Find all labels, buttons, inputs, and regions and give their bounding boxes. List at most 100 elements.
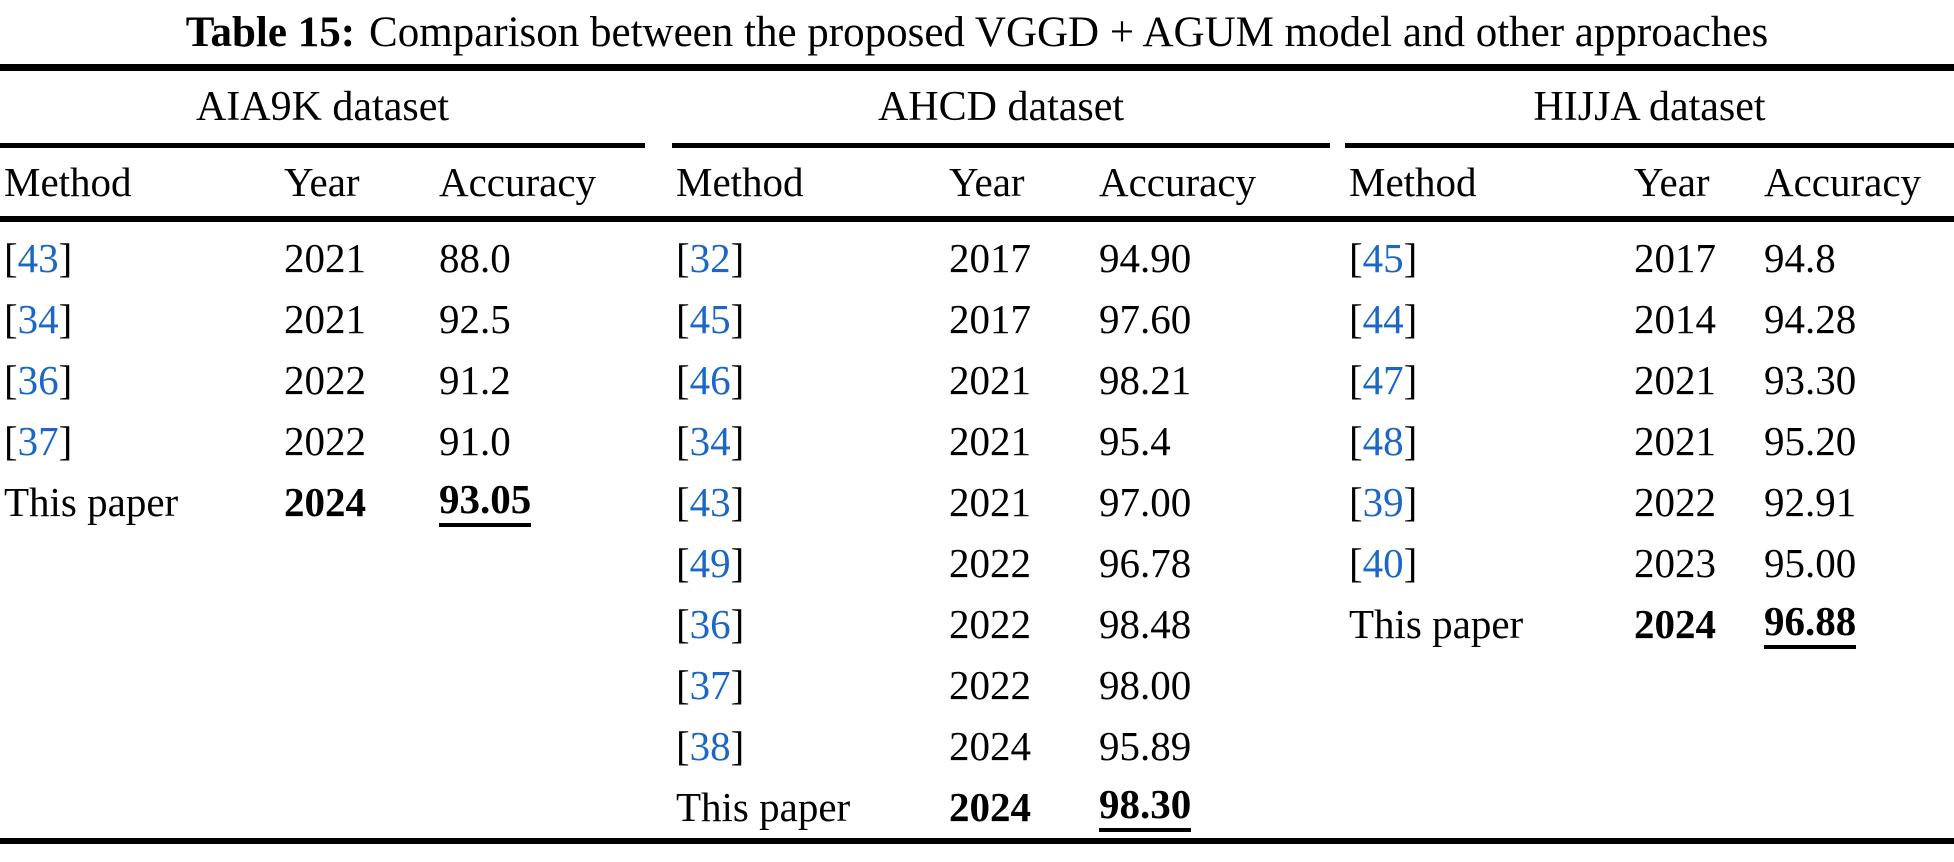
table-caption-text: Comparison between the proposed VGGD + A… <box>369 8 1769 56</box>
accuracy-value: 98.30 <box>1095 783 1330 832</box>
dataset-title-aia9k: AIA9K dataset <box>195 84 450 130</box>
citation-bracket: ] <box>1403 235 1418 281</box>
accuracy-text: 95.89 <box>1099 723 1192 769</box>
year-value: 2021 <box>949 418 1031 464</box>
accuracy-text: 93.05 <box>439 478 532 527</box>
accuracy-text: 98.00 <box>1099 662 1192 708</box>
citation-bracket: [ <box>1349 540 1363 586</box>
citation-link[interactable]: [45] <box>1345 238 1630 279</box>
rule-bottom <box>0 838 1954 844</box>
table-row: [36] 2022 98.48 <box>672 594 1330 655</box>
accuracy-value: 94.8 <box>1760 238 1954 279</box>
citation-bracket: ] <box>730 357 745 403</box>
accuracy-text: 97.00 <box>1099 479 1192 525</box>
citation-number: 34 <box>17 296 59 342</box>
year-value: 2022 <box>949 601 1031 647</box>
citation-bracket: [ <box>4 296 18 342</box>
citation-link[interactable]: [44] <box>1345 299 1630 340</box>
rule-under-hijja <box>1345 143 1954 148</box>
citation-bracket: [ <box>676 601 690 647</box>
citation-bracket: [ <box>676 540 690 586</box>
citation-bracket: ] <box>730 296 745 342</box>
citation-bracket: [ <box>676 723 690 769</box>
accuracy-text: 94.90 <box>1099 235 1192 281</box>
citation-link[interactable]: [34] <box>0 299 280 340</box>
accuracy-value: 96.88 <box>1760 600 1954 649</box>
year-value: 2017 <box>949 235 1031 281</box>
citation-link[interactable]: [37] <box>672 665 945 706</box>
year-value: 2022 <box>284 418 366 464</box>
citation-link[interactable]: [40] <box>1345 543 1630 584</box>
citation-link[interactable]: [48] <box>1345 421 1630 462</box>
citation-bracket: [ <box>1349 418 1363 464</box>
table-row: [32] 2017 94.90 <box>672 228 1330 289</box>
year-value: 2021 <box>1634 418 1716 464</box>
citation-link[interactable]: [38] <box>672 726 945 767</box>
accuracy-value: 94.28 <box>1760 299 1954 340</box>
citation-link[interactable]: [43] <box>0 238 280 279</box>
citation-number: 32 <box>689 235 731 281</box>
citation-bracket: [ <box>4 357 18 403</box>
accuracy-text: 96.78 <box>1099 540 1192 586</box>
citation-bracket: [ <box>1349 296 1363 342</box>
citation-link[interactable]: [46] <box>672 360 945 401</box>
dataset-title-hijja: HIJJA dataset <box>1533 84 1766 130</box>
rule-under-ahcd <box>672 143 1330 148</box>
year-value: 2024 <box>1634 601 1716 647</box>
citation-bracket: [ <box>676 479 690 525</box>
accuracy-text: 92.91 <box>1764 479 1857 525</box>
table-row: [46] 2021 98.21 <box>672 350 1330 411</box>
year-value: 2022 <box>949 540 1031 586</box>
citation-bracket: [ <box>676 662 690 708</box>
citation-bracket: [ <box>676 235 690 281</box>
accuracy-value: 98.00 <box>1095 665 1330 706</box>
citation-link[interactable]: [36] <box>672 604 945 645</box>
citation-bracket: ] <box>1403 296 1418 342</box>
citation-bracket: ] <box>730 662 745 708</box>
year-value: 2021 <box>949 357 1031 403</box>
citation-link[interactable]: [43] <box>672 482 945 523</box>
citation-link[interactable]: [45] <box>672 299 945 340</box>
citation-bracket: ] <box>58 235 73 281</box>
year-value: 2022 <box>949 662 1031 708</box>
col-header-accuracy: Accuracy <box>1099 158 1257 205</box>
rule-under-aia9k <box>0 143 645 148</box>
table-caption-number: Table 15: <box>185 8 356 56</box>
citation-link[interactable]: [37] <box>0 421 280 462</box>
accuracy-value: 94.90 <box>1095 238 1330 279</box>
accuracy-value: 95.20 <box>1760 421 1954 462</box>
citation-link[interactable]: [34] <box>672 421 945 462</box>
citation-bracket: ] <box>730 479 745 525</box>
citation-link[interactable]: [36] <box>0 360 280 401</box>
year-value: 2021 <box>284 235 366 281</box>
accuracy-value: 93.05 <box>435 478 645 527</box>
method-label: This paper <box>676 784 851 830</box>
table-row: [37] 2022 98.00 <box>672 655 1330 716</box>
citation-bracket: ] <box>730 418 745 464</box>
citation-number: 37 <box>689 662 731 708</box>
accuracy-value: 92.91 <box>1760 482 1954 523</box>
accuracy-value: 91.0 <box>435 421 645 462</box>
col-header-year: Year <box>1634 158 1710 205</box>
citation-bracket: [ <box>1349 479 1363 525</box>
citation-link[interactable]: [39] <box>1345 482 1630 523</box>
year-value: 2014 <box>1634 296 1716 342</box>
table-row: [43] 2021 88.0 <box>0 228 645 289</box>
citation-bracket: [ <box>1349 235 1363 281</box>
accuracy-text: 94.28 <box>1764 296 1857 342</box>
method-label: This paper <box>4 479 179 525</box>
table-row: [45] 2017 97.60 <box>672 289 1330 350</box>
table-row: [43] 2021 97.00 <box>672 472 1330 533</box>
accuracy-text: 96.88 <box>1764 600 1857 649</box>
accuracy-value: 92.5 <box>435 299 645 340</box>
accuracy-value: 98.21 <box>1095 360 1330 401</box>
citation-link[interactable]: [47] <box>1345 360 1630 401</box>
citation-number: 49 <box>689 540 731 586</box>
accuracy-value: 91.2 <box>435 360 645 401</box>
citation-link[interactable]: [49] <box>672 543 945 584</box>
citation-link[interactable]: [32] <box>672 238 945 279</box>
citation-number: 34 <box>689 418 731 464</box>
table-row: [48] 2021 95.20 <box>1345 411 1954 472</box>
dataset-headers: AIA9K dataset Method Year Accuracy AHCD … <box>0 71 1954 216</box>
